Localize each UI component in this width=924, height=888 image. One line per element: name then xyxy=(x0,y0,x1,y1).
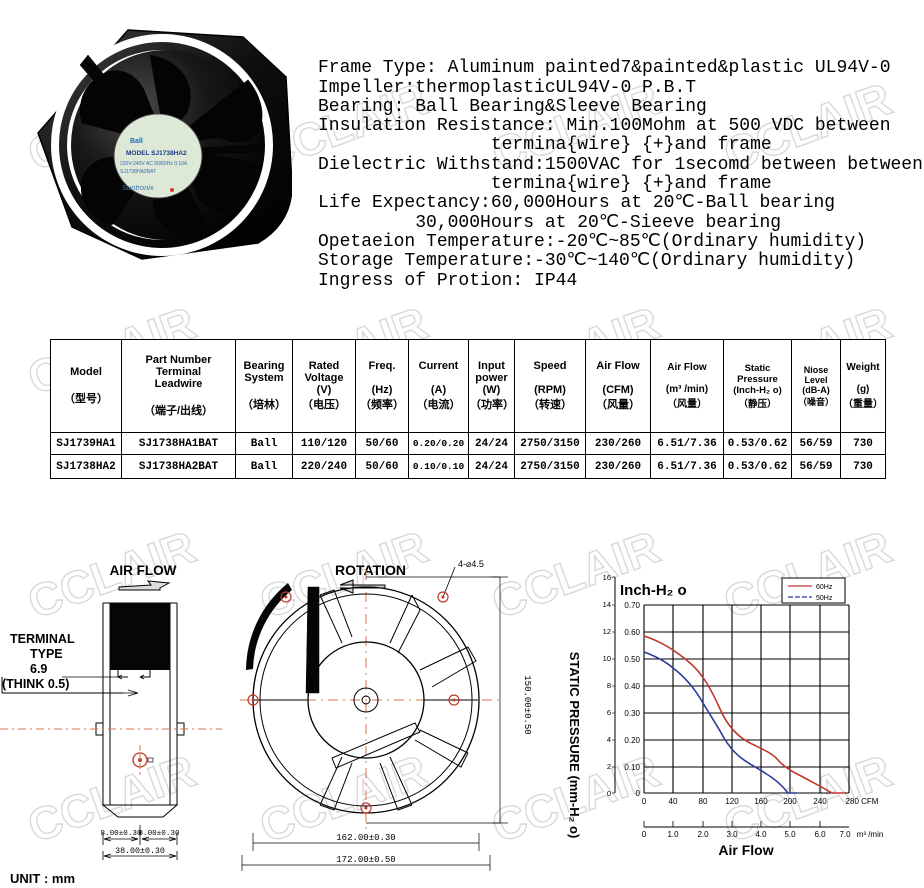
svg-text:50Hz: 50Hz xyxy=(816,595,833,602)
svg-text:Air Flow: Air Flow xyxy=(718,842,773,858)
svg-text:0: 0 xyxy=(642,830,647,839)
svg-text:STATIC PRESSURE (mm-H₂ o): STATIC PRESSURE (mm-H₂ o) xyxy=(567,652,582,839)
svg-text:m³ /min: m³ /min xyxy=(857,830,884,839)
svg-text:8: 8 xyxy=(607,681,611,690)
svg-text:7.0: 7.0 xyxy=(839,830,851,839)
svg-text:0: 0 xyxy=(636,789,641,798)
svg-text:UNIT : mm: UNIT : mm xyxy=(10,871,75,886)
svg-text:16: 16 xyxy=(603,573,611,582)
svg-text:4-⌀4.5: 4-⌀4.5 xyxy=(458,559,484,569)
svg-text:0.40: 0.40 xyxy=(624,682,640,691)
svg-text:3.0: 3.0 xyxy=(726,830,738,839)
svg-text:0.20: 0.20 xyxy=(624,736,640,745)
svg-text:10: 10 xyxy=(603,654,611,663)
svg-text:4.0: 4.0 xyxy=(755,830,767,839)
svg-text:Ball: Ball xyxy=(130,138,143,145)
svg-text:0.10: 0.10 xyxy=(624,763,640,772)
svg-text:6.0: 6.0 xyxy=(814,830,826,839)
svg-text:AIR FLOW: AIR FLOW xyxy=(110,563,177,578)
svg-text:14: 14 xyxy=(603,600,611,609)
svg-text:240: 240 xyxy=(813,797,827,806)
svg-text:TYPE: TYPE xyxy=(30,647,63,661)
svg-text:220V-240V AC 50/60Hz 0.10A: 220V-240V AC 50/60Hz 0.10A xyxy=(120,161,188,167)
svg-text:0.70: 0.70 xyxy=(624,601,640,610)
svg-text:280 CFM: 280 CFM xyxy=(846,797,879,806)
svg-text:80: 80 xyxy=(699,797,708,806)
svg-text:38.00±0.30: 38.00±0.30 xyxy=(115,847,165,856)
svg-text:200: 200 xyxy=(783,797,797,806)
svg-text:0.50: 0.50 xyxy=(624,655,640,664)
svg-text:0: 0 xyxy=(642,797,647,806)
svg-text:172.00±0.50: 172.00±0.50 xyxy=(336,855,395,865)
svg-text:MODEL SJ1738HA2: MODEL SJ1738HA2 xyxy=(126,150,187,157)
svg-text:SJ1738HA2BAT: SJ1738HA2BAT xyxy=(120,169,156,175)
svg-text:2.0: 2.0 xyxy=(697,830,709,839)
svg-text:6.9: 6.9 xyxy=(30,662,47,676)
svg-text:40: 40 xyxy=(669,797,678,806)
svg-text:8.00±0.30: 8.00±0.30 xyxy=(138,830,179,838)
svg-text:ROTATION: ROTATION xyxy=(335,562,406,578)
svg-text:0.30: 0.30 xyxy=(624,709,640,718)
svg-text:1.0: 1.0 xyxy=(667,830,679,839)
svg-text:Suntronix: Suntronix xyxy=(122,183,154,192)
svg-text:4: 4 xyxy=(607,735,611,744)
svg-text:120: 120 xyxy=(725,797,739,806)
svg-text:6: 6 xyxy=(607,708,611,717)
svg-text:12: 12 xyxy=(603,627,611,636)
svg-text:(THINK 0.5): (THINK 0.5) xyxy=(2,677,69,691)
svg-text:162.00±0.30: 162.00±0.30 xyxy=(336,833,395,843)
svg-text:Inch-H₂ o: Inch-H₂ o xyxy=(620,582,687,599)
svg-text:8.00±0.30: 8.00±0.30 xyxy=(100,830,141,838)
svg-text:150.00±0.50: 150.00±0.50 xyxy=(522,675,532,734)
svg-text:160: 160 xyxy=(754,797,768,806)
svg-text:0: 0 xyxy=(607,789,611,798)
svg-text:0.60: 0.60 xyxy=(624,628,640,637)
svg-text:5.0: 5.0 xyxy=(784,830,796,839)
svg-text:60Hz: 60Hz xyxy=(816,584,833,591)
svg-text:TERMINAL: TERMINAL xyxy=(10,632,75,646)
svg-text:2: 2 xyxy=(607,762,611,771)
